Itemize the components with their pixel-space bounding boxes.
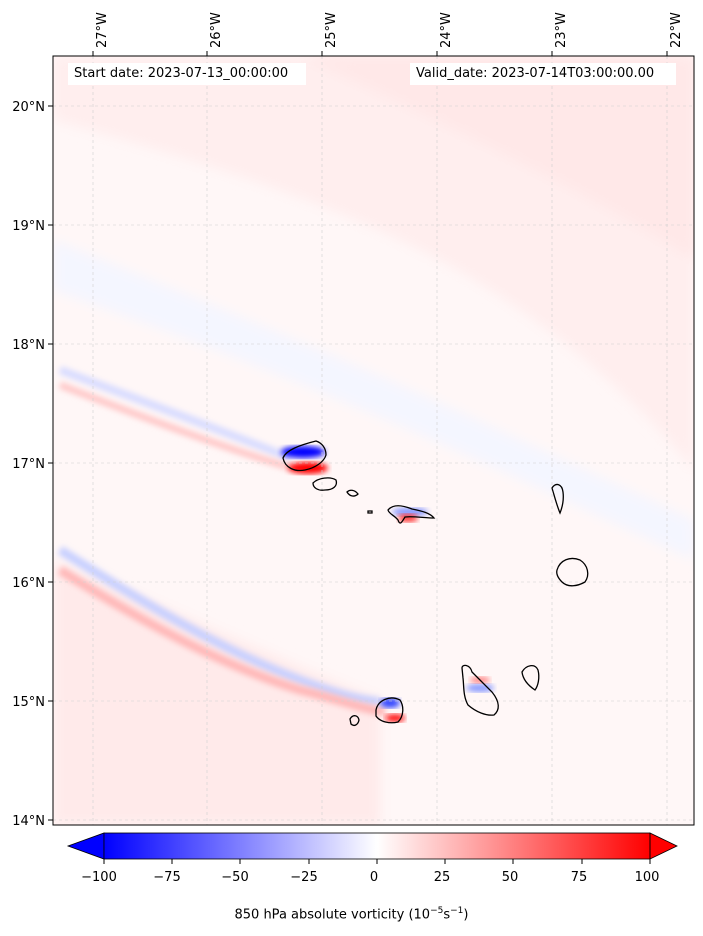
valid-date-text: Valid_date: 2023-07-14T03:00:00.00: [416, 66, 655, 81]
colorbar-tick-label: 100: [634, 870, 660, 885]
island-santiago: [461, 664, 499, 716]
lon-label-23w: 23°W: [554, 12, 569, 48]
island-branco: [367, 510, 373, 514]
colorbar-tick-label: 75: [570, 870, 588, 885]
colorbar-tick-label: −50: [221, 870, 249, 885]
lat-label-15n: 15°N: [12, 695, 45, 710]
colorbar-tick-label: 25: [433, 870, 451, 885]
lon-label-22w: 22°W: [669, 12, 684, 48]
colorbar-ticks: [103, 859, 651, 864]
colorbar-extend-low: [66, 832, 105, 860]
colorbar-label-exp2: −1: [450, 906, 464, 916]
colorbar-tick-label: −25: [290, 870, 318, 885]
island-sao-nicolau: [387, 505, 436, 524]
island-sao-vicente: [312, 477, 338, 491]
colorbar-tick-label: 0: [369, 870, 379, 885]
lat-label-14n: 14°N: [12, 814, 45, 829]
lat-label-17n: 17°N: [12, 457, 45, 472]
colorbar-tick-label: −75: [153, 870, 181, 885]
valid-date-box: [410, 63, 676, 85]
island-santo-antao: [282, 440, 327, 472]
start-date-box: [68, 63, 306, 85]
lon-label-25w: 25°W: [324, 12, 339, 48]
colorbar-extend-high: [649, 832, 678, 860]
colorbar: [66, 832, 678, 864]
gridlines: [53, 56, 694, 825]
colorbar-label-mid: s: [443, 907, 451, 923]
lat-label-16n: 16°N: [12, 576, 45, 591]
lon-label-27w: 27°W: [95, 12, 110, 48]
island-coastlines: [282, 440, 589, 727]
latitude-labels: 20°N 19°N 18°N 17°N 16°N 15°N 14°N: [12, 100, 45, 829]
colorbar-label-suffix: ): [463, 907, 469, 923]
island-fogo: [375, 697, 404, 724]
axis-ticks: [48, 51, 668, 821]
colorbar-tick-label: −100: [81, 870, 117, 885]
lon-label-26w: 26°W: [209, 12, 224, 48]
lat-label-20n: 20°N: [12, 100, 45, 115]
island-maio: [521, 665, 540, 691]
start-date-text: Start date: 2023-07-13_00:00:00: [74, 66, 289, 81]
lat-label-18n: 18°N: [12, 338, 45, 353]
colorbar-label: 850 hPa absolute vorticity (10−5s−1): [0, 906, 703, 922]
island-brava: [349, 715, 360, 727]
lon-label-24w: 24°W: [439, 12, 454, 48]
lat-label-19n: 19°N: [12, 219, 45, 234]
colorbar-tick-label: 50: [501, 870, 519, 885]
map-frame: [52, 55, 695, 826]
island-santa-luzia: [346, 489, 359, 497]
colorbar-label-exp1: −5: [430, 906, 444, 916]
island-sal: [551, 483, 564, 515]
colorbar-label-prefix: 850 hPa absolute vorticity (10: [234, 907, 431, 923]
vorticity-field: [53, 56, 694, 825]
island-boa-vista: [556, 557, 589, 587]
longitude-labels: 27°W 26°W 25°W 24°W 23°W 22°W: [95, 12, 684, 48]
colorbar-gradient: [104, 833, 650, 859]
